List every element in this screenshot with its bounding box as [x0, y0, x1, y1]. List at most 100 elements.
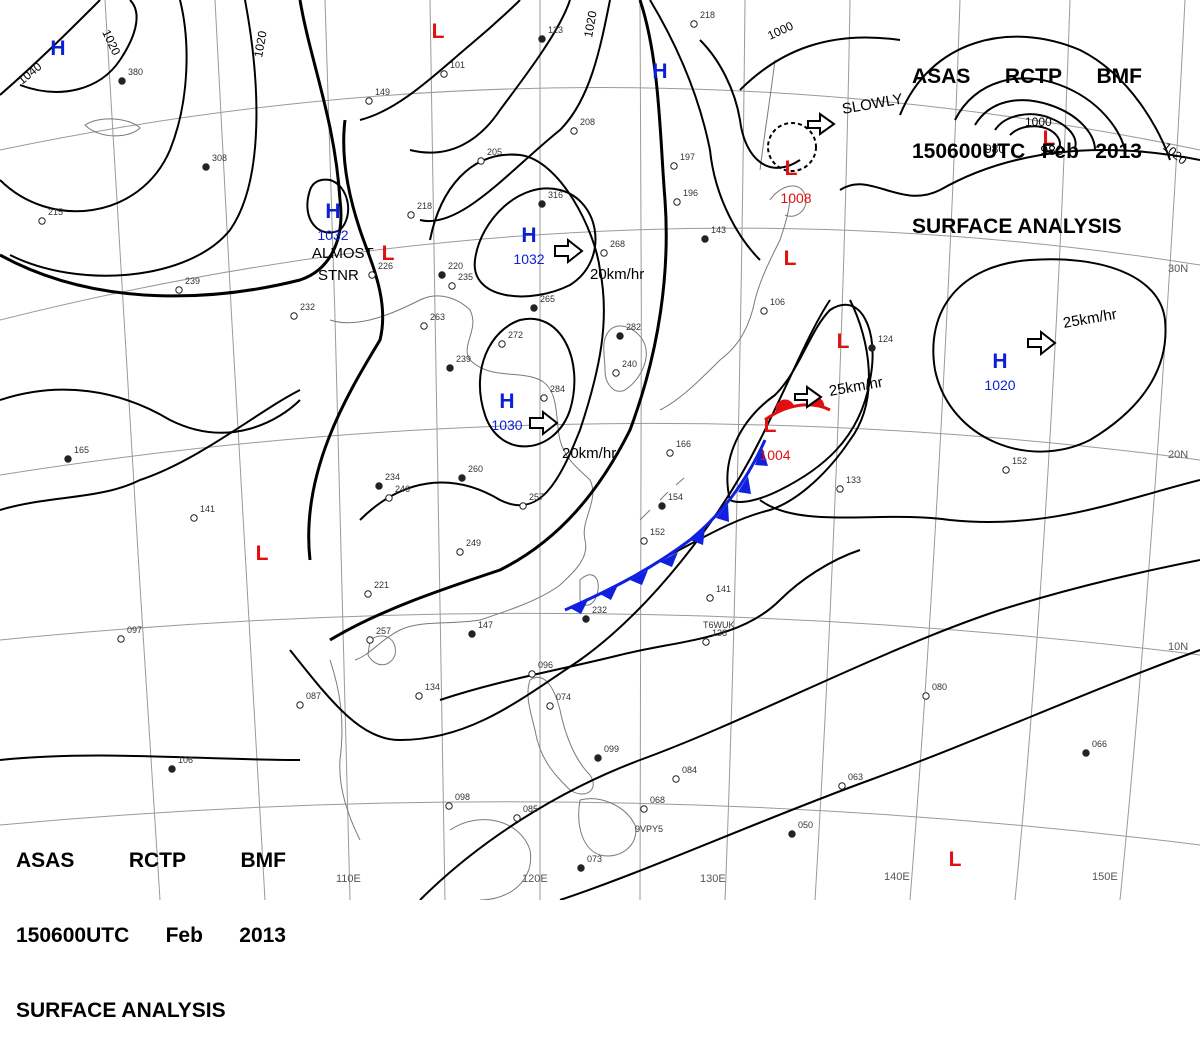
station-circle: [600, 249, 608, 257]
isobar-label: 980: [985, 142, 1005, 156]
high-center-symbol: H: [992, 350, 1007, 373]
isobar-line: [726, 303, 874, 503]
isobar-line: [0, 389, 301, 511]
isobar-line: [329, 0, 668, 642]
header-office: BMF: [1096, 65, 1143, 88]
station-circle: [582, 615, 590, 623]
station-pressure: 215: [48, 207, 63, 217]
station-pressure: 218: [700, 10, 715, 20]
station-circle: [513, 814, 521, 822]
station-circle: [836, 485, 844, 493]
station-plot: 234: [375, 472, 400, 490]
station-circle: [788, 830, 796, 838]
station-pressure: 208: [580, 117, 595, 127]
isobar-line: [954, 77, 1126, 151]
cold-front-triangle: [738, 476, 751, 494]
warm-front-semicircle: [775, 399, 794, 412]
station-plot: 197: [670, 152, 695, 170]
station-circle: [118, 77, 126, 85]
map-header-top: ASAS RCTP BMF 150600UTC Feb 2013 SURFACE…: [912, 14, 1142, 264]
station-plot: 096: [528, 660, 553, 678]
station-plot: 249: [456, 538, 481, 556]
station-circle: [690, 20, 698, 28]
high-center-symbol: H: [50, 37, 65, 60]
parallel-line: [0, 87, 1200, 151]
center-pressure-value: 1030: [491, 417, 522, 433]
station-pressure: 143: [711, 225, 726, 235]
center-pressure-value: 1004: [759, 447, 790, 463]
low-center-symbol: L: [764, 414, 777, 437]
station-pressure: 080: [932, 682, 947, 692]
station-plot: 124: [868, 334, 893, 352]
station-plot: 106: [760, 297, 785, 315]
station-plot: 133: [836, 475, 861, 493]
station-pressure: 063: [848, 772, 863, 782]
station-circle: [640, 537, 648, 545]
motion-arrow: [529, 409, 559, 437]
station-pressure: 066: [1092, 739, 1107, 749]
station-pressure: 263: [430, 312, 445, 322]
luzon-coast: [527, 677, 594, 795]
isobar-line: [306, 178, 350, 234]
station-plot: 152: [640, 527, 665, 545]
station-pressure: 221: [374, 580, 389, 590]
station-pressure: 147: [478, 620, 493, 630]
station-pressure: 166: [676, 439, 691, 449]
station-plot: 257: [519, 492, 544, 510]
parallel-line: [0, 612, 1200, 656]
station-pressure: 234: [385, 472, 400, 482]
station-circle: [456, 548, 464, 556]
station-plot: 220: [438, 261, 463, 279]
station-circle: [922, 692, 930, 700]
station-pressure: 282: [626, 322, 641, 332]
lake-outline: [84, 118, 141, 137]
isobar-line: [307, 119, 385, 561]
high-center-symbol: H: [325, 200, 340, 223]
station-pressure: 152: [650, 527, 665, 537]
station-pressure: 239: [185, 276, 200, 286]
station-plot: 149: [365, 87, 390, 105]
station-plot: 141: [706, 584, 731, 602]
meridian-line: [104, 0, 161, 900]
station-circle: [468, 630, 476, 638]
header-time: 150600UTC: [16, 924, 130, 947]
station-circle: [420, 322, 428, 330]
low-center-symbol: L: [837, 330, 850, 353]
meridian-line: [429, 0, 446, 900]
station-pressure: 240: [622, 359, 637, 369]
isobar-line: [19, 0, 138, 93]
header-year: 2013: [1095, 140, 1142, 163]
station-plot: 050: [788, 820, 813, 838]
station-plot: 080: [922, 682, 947, 700]
station-circle: [290, 312, 298, 320]
station-circle: [838, 782, 846, 790]
isobar-line: [359, 0, 521, 121]
station-circle: [1002, 466, 1010, 474]
graticule: [0, 0, 1200, 900]
low-center-symbol: L: [949, 848, 962, 871]
mindanao-coast: [578, 798, 637, 857]
isobar-line: [0, 0, 101, 96]
isobar-line: [0, 0, 188, 213]
station-pressure: 141: [716, 584, 731, 594]
station-pressure: 232: [300, 302, 315, 312]
station-circle: [528, 670, 536, 678]
cold-front-triangle: [630, 570, 648, 585]
china-coast: [329, 295, 594, 661]
latitude-label: 20N: [1168, 449, 1188, 461]
station-plot: 226: [368, 261, 393, 279]
station-plot: 215: [38, 207, 63, 225]
station-circle: [702, 638, 710, 646]
station-circle: [296, 701, 304, 709]
station-plot: 246: [385, 484, 410, 502]
station-circle: [117, 635, 125, 643]
station-plot: 260: [458, 464, 483, 482]
station-pressure: 097: [127, 625, 142, 635]
station-plot: 218: [690, 10, 715, 28]
isobar-line: [739, 36, 901, 91]
cold-front-triangle: [755, 447, 768, 466]
isobar-line: [419, 0, 611, 223]
station-pressure: 272: [508, 330, 523, 340]
motion-arrow: [554, 237, 584, 265]
